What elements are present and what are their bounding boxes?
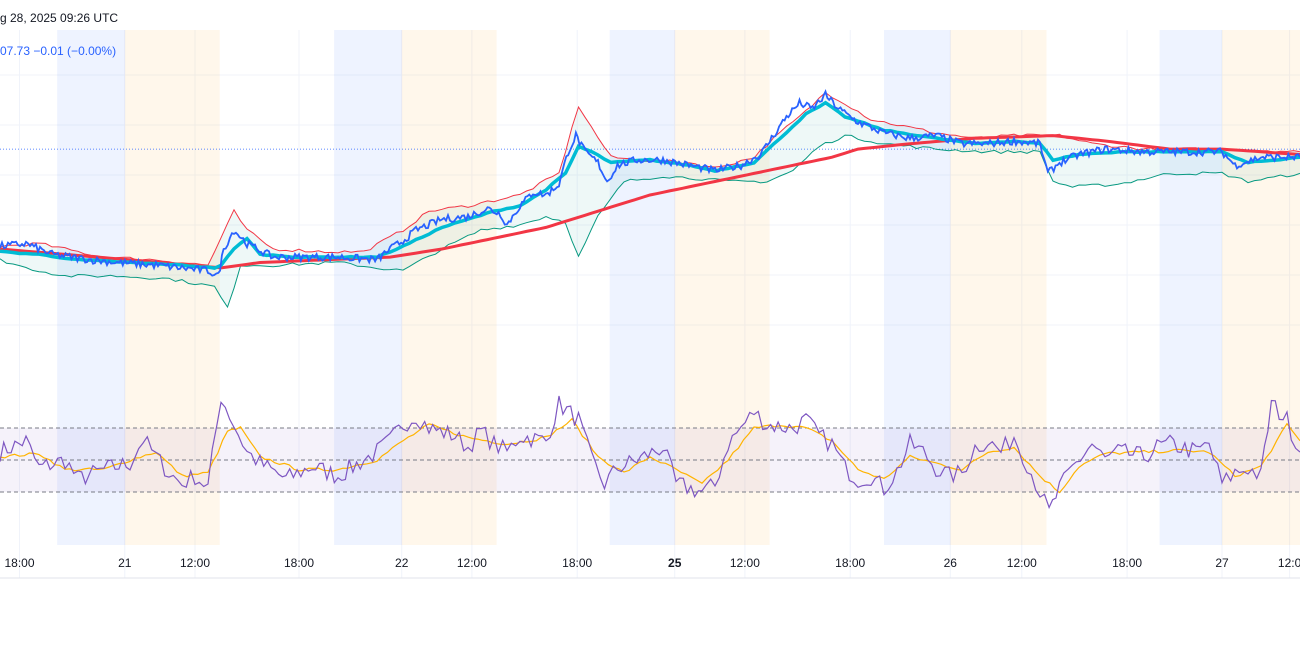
rsi-band-fill (0, 428, 1300, 492)
lower-band-line[interactable] (0, 134, 1300, 309)
session-band-london (950, 30, 1047, 545)
time-axis-tick-label: 12:0 (1278, 556, 1300, 570)
session-backgrounds (57, 30, 1300, 545)
time-axis-tick-label: 18:00 (4, 556, 34, 570)
session-band-asia (1159, 30, 1222, 545)
rsi-line[interactable] (0, 395, 1300, 510)
time-axis-tick-label: 21 (118, 556, 132, 570)
rsi-signal-line[interactable] (0, 417, 1300, 494)
session-band-asia (609, 30, 675, 545)
time-axis-tick-label: 12:00 (730, 556, 760, 570)
time-axis-tick-label: 25 (668, 556, 682, 570)
time-axis-tick-label: 12:00 (457, 556, 487, 570)
session-band-london (1222, 30, 1300, 545)
header-price-change: 07.73 −0.01 (−0.00%) (0, 44, 117, 58)
time-axis-tick-label: 22 (395, 556, 409, 570)
session-band-london (674, 30, 770, 545)
time-axis-tick-label: 18:00 (562, 556, 592, 570)
time-axis-tick-label: 26 (944, 556, 958, 570)
grid-lines (0, 30, 1300, 578)
session-band-asia (57, 30, 125, 545)
time-axis-tick-label: 12:00 (1007, 556, 1037, 570)
rsi-pane[interactable] (0, 395, 1300, 510)
time-axis-tick-label: 18:00 (284, 556, 314, 570)
time-axis: 18:00 21 12:00 18:00 22 12:00 18:00 25 12:00 18:0… (4, 556, 1300, 570)
price-pane[interactable] (0, 88, 1300, 309)
session-band-london (124, 30, 220, 545)
time-axis-tick-label: 27 (1215, 556, 1229, 570)
session-band-asia (334, 30, 402, 545)
header-date: g 28, 2025 09:26 UTC (0, 11, 119, 25)
time-axis-tick-label: 12:00 (180, 556, 210, 570)
time-axis-tick-label: 18:00 (835, 556, 865, 570)
band-fill (0, 92, 1300, 307)
session-band-london (401, 30, 497, 545)
price-line[interactable] (0, 88, 1300, 277)
time-axis-tick-label: 18:00 (1112, 556, 1142, 570)
